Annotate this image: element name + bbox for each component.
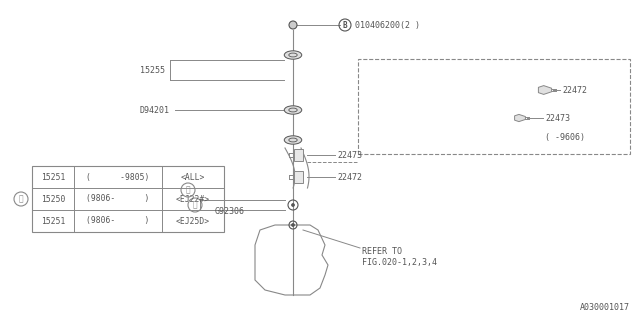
Text: 22472: 22472	[562, 85, 587, 94]
Ellipse shape	[284, 136, 301, 144]
Text: <EJ25D>: <EJ25D>	[176, 217, 210, 226]
Polygon shape	[515, 115, 525, 122]
Text: ①: ①	[19, 195, 23, 204]
Text: ( -9606): ( -9606)	[545, 132, 585, 141]
Bar	[294, 149, 303, 161]
Polygon shape	[538, 86, 552, 94]
Text: A030001017: A030001017	[580, 303, 630, 312]
Text: 22472: 22472	[337, 172, 362, 181]
Bar	[32, 166, 224, 232]
Text: <EJ22#>: <EJ22#>	[176, 195, 210, 204]
Text: 22473: 22473	[337, 150, 362, 159]
Text: ①: ①	[186, 186, 190, 195]
Text: 22473: 22473	[545, 114, 570, 123]
Text: B: B	[342, 20, 348, 29]
Text: 15251: 15251	[41, 217, 65, 226]
Text: D94201: D94201	[140, 106, 170, 115]
Ellipse shape	[284, 51, 301, 59]
Ellipse shape	[284, 106, 301, 114]
Bar	[358, 59, 630, 154]
Text: 15251: 15251	[41, 172, 65, 181]
Text: REFER TO: REFER TO	[362, 247, 402, 257]
Circle shape	[289, 21, 297, 29]
Circle shape	[291, 223, 294, 227]
Text: (      -9805): ( -9805)	[86, 172, 150, 181]
Text: <ALL>: <ALL>	[181, 172, 205, 181]
Text: (9806-      ): (9806- )	[86, 195, 150, 204]
Text: G92306: G92306	[215, 207, 245, 217]
Text: 15250: 15250	[41, 195, 65, 204]
Text: (9806-      ): (9806- )	[86, 217, 150, 226]
Text: ①: ①	[193, 201, 197, 210]
Text: 15255: 15255	[140, 66, 165, 75]
Text: FIG.020-1,2,3,4: FIG.020-1,2,3,4	[362, 258, 437, 267]
Circle shape	[291, 204, 294, 206]
Bar	[294, 171, 303, 183]
Text: 010406200(2 ): 010406200(2 )	[355, 20, 420, 29]
